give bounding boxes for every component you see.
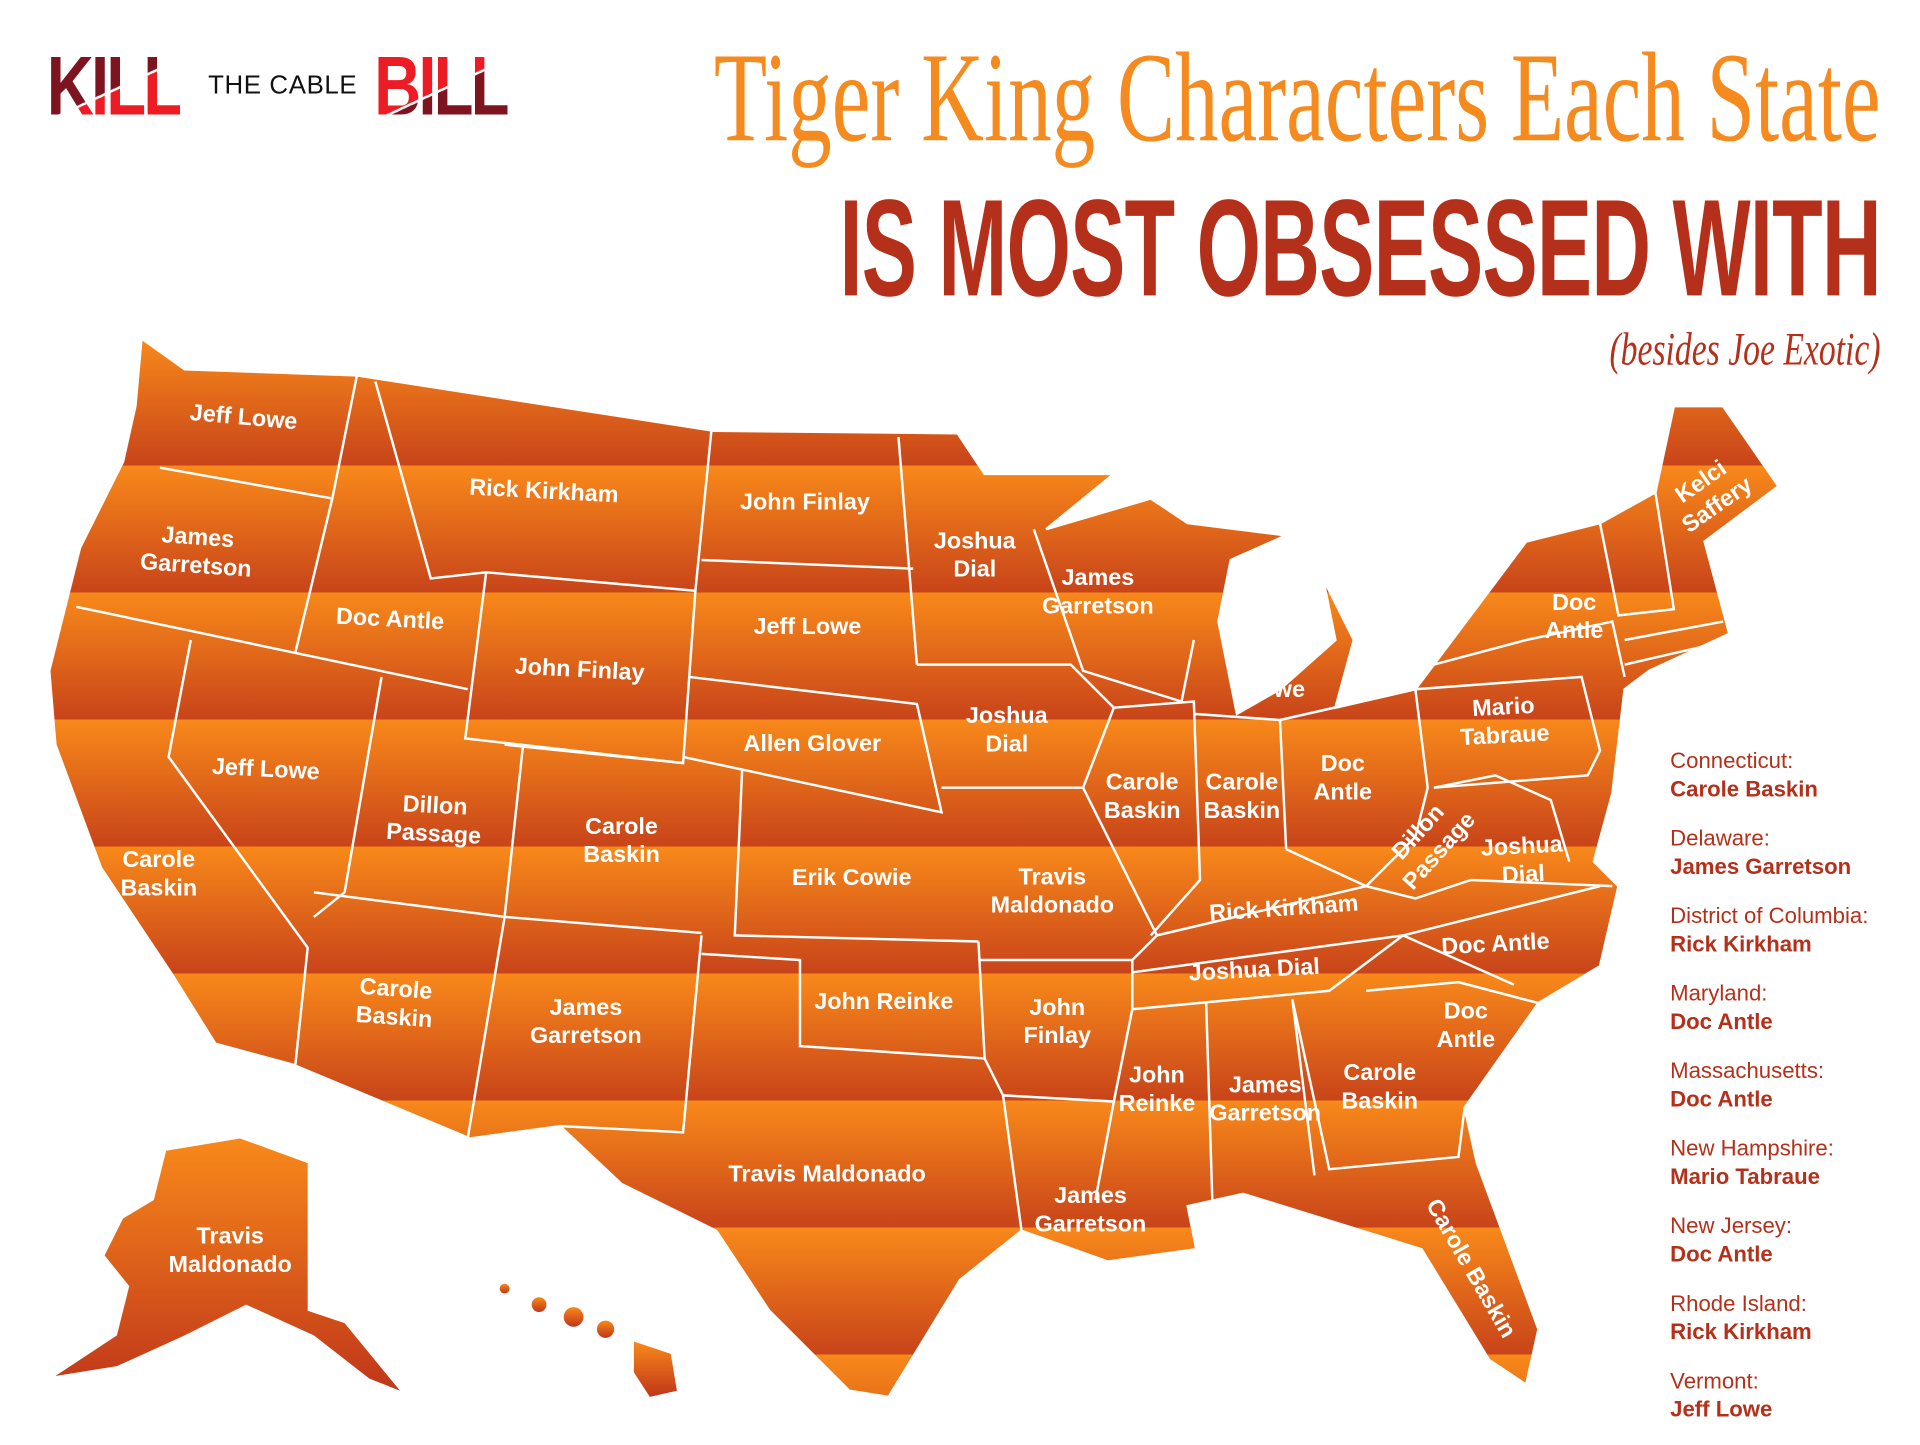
logo-bill: BILL [374, 39, 511, 133]
state-label-pennsylvania: MarioTabraue [1458, 691, 1550, 750]
state-borders [76, 375, 1724, 1231]
logo-kill: KILL [46, 39, 183, 133]
logo-the-cable: THE CABLE [208, 71, 358, 100]
state-label-new-mexico: James Garretson [530, 994, 642, 1048]
legend-state: Connecticut: [1670, 748, 1794, 773]
state-label-colorado: Carole Baskin [583, 813, 660, 867]
state-label-kansas: Erik Cowie [792, 864, 912, 890]
legend-character: Rick Kirkham [1670, 931, 1812, 957]
state-label-idaho: Doc Antle [335, 603, 444, 635]
state-label-louisiana: James Garretson [1035, 1182, 1147, 1236]
legend-item: Maryland: Doc Antle [1670, 980, 1868, 1037]
state-label-south-dakota: Jeff Lowe [753, 613, 861, 639]
legend-state: Massachusetts: [1670, 1058, 1825, 1084]
state-label-virginia: JoshuaDial [1480, 830, 1566, 889]
state-label-michigan: Jeff Lowe [1245, 648, 1305, 702]
state-label-georgia: Carole Baskin [1341, 1059, 1418, 1113]
state-label-minnesota: Joshua Dial [934, 527, 1017, 581]
state-label-california: Carole Baskin [120, 846, 197, 900]
state-label-hawaii: Travis Maldonado [496, 1326, 619, 1380]
legend-state: District of Columbia: [1670, 903, 1869, 929]
state-label-nevada: Jeff Lowe [211, 753, 320, 785]
legend-item: Massachusetts: Doc Antle [1670, 1057, 1868, 1114]
legend-item: New Jersey: Doc Antle [1670, 1212, 1868, 1269]
state-label-arizona: CaroleBaskin [355, 973, 435, 1033]
state-label-ohio: Doc Antle [1314, 750, 1372, 804]
hawaii-shape [499, 1283, 677, 1397]
state-label-alabama: James Garretson [1209, 1071, 1321, 1125]
state-label-missouri: Travis Maldonado [991, 863, 1114, 917]
state-label-arkansas: John Finlay [1023, 994, 1091, 1048]
legend-character: Doc Antle [1670, 1241, 1773, 1267]
legend-state: New Hampshire: [1670, 1136, 1834, 1161]
legend-item: Vermont: Jeff Lowe [1670, 1367, 1868, 1424]
legend-state: Rhode Island: [1670, 1291, 1807, 1316]
legend-item: Connecticut: Carole Baskin [1670, 747, 1868, 804]
state-label-indiana: Carole Baskin [1204, 769, 1281, 823]
state-label-wisconsin: James Garretson [1042, 564, 1154, 618]
state-label-iowa: Joshua Dial [966, 702, 1049, 756]
state-label-utah: DillonPassage [386, 789, 484, 848]
legend-character: Mario Tabraue [1670, 1164, 1820, 1189]
alaska-shape [55, 1138, 401, 1391]
state-label-oklahoma: John Reinke [814, 988, 953, 1014]
state-label-south-carolina: Doc Antle [1437, 997, 1495, 1051]
legend-character: Jeff Lowe [1670, 1396, 1773, 1422]
state-label-north-dakota: John Finlay [740, 489, 870, 515]
state-label-alaska: Travis Maldonado [168, 1223, 291, 1277]
subtitle: (besides Joe Exotic) [1609, 323, 1881, 376]
title-line-2: IS MOST OBSESSED WITH [839, 171, 1881, 325]
legend-item: District of Columbia: Rick Kirkham [1670, 902, 1868, 959]
legend-character: Doc Antle [1670, 1086, 1773, 1112]
state-label-new-york: Doc Antle [1545, 589, 1603, 643]
state-label-nebraska: Allen Glover [743, 730, 881, 756]
legend-state: Vermont: [1670, 1368, 1759, 1394]
title-line-1: Tiger King Characters Each State [713, 27, 1881, 169]
legend-state: Delaware: [1670, 825, 1770, 851]
state-label-mississippi: John Reinke [1119, 1061, 1196, 1115]
legend-character: Rick Kirkham [1670, 1319, 1812, 1345]
legend-item: New Hampshire: Mario Tabraue [1670, 1135, 1868, 1192]
small-states-legend: Connecticut: Carole Baskin Delaware: James … [1670, 747, 1868, 1445]
legend-character: Carole Baskin [1670, 776, 1818, 802]
legend-item: Delaware: James Garretson [1670, 825, 1868, 882]
legend-character: James Garretson [1670, 854, 1852, 879]
legend-item: Rhode Island: Rick Kirkham [1670, 1290, 1868, 1347]
state-label-north-carolina: Doc Antle [1441, 928, 1550, 960]
legend-state: Maryland: [1670, 980, 1768, 1006]
state-label-texas: Travis Maldonado [728, 1161, 925, 1187]
legend-character: Doc Antle [1670, 1009, 1773, 1034]
kill-the-cable-bill-logo: KILL THE CABLE BILL [46, 39, 546, 133]
legend-state: New Jersey: [1670, 1213, 1793, 1239]
state-label-illinois: Carole Baskin [1104, 769, 1181, 823]
